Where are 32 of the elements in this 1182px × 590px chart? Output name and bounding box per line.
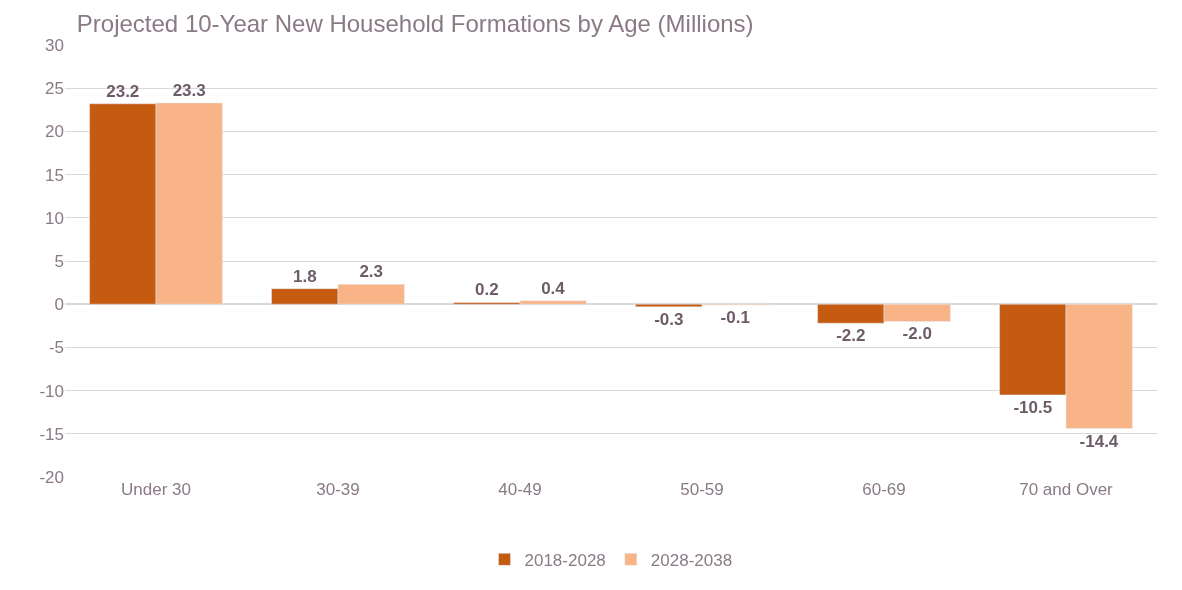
y-tick-label: 10 bbox=[45, 208, 64, 228]
y-tick-label: 5 bbox=[54, 251, 64, 271]
x-tick-label: 50-59 bbox=[680, 480, 724, 499]
data-label: 23.3 bbox=[172, 80, 206, 100]
legend-label: 2028-2038 bbox=[650, 550, 733, 570]
y-tick-label: 25 bbox=[45, 79, 64, 99]
y-tick-label: -5 bbox=[48, 338, 64, 358]
data-label: -2.2 bbox=[836, 326, 866, 346]
data-label: -2.0 bbox=[902, 324, 932, 344]
data-label: -14.4 bbox=[1079, 431, 1119, 451]
data-label: 2.3 bbox=[359, 262, 384, 282]
chart-title: Projected 10-Year New Household Formations by Age (Millions) bbox=[76, 9, 754, 37]
y-tick-label: -20 bbox=[39, 467, 64, 487]
legend-label: 2018-2028 bbox=[524, 550, 606, 570]
data-label: -0.1 bbox=[720, 308, 750, 328]
data-label: 0.4 bbox=[541, 278, 566, 298]
data-label: 1.8 bbox=[292, 266, 317, 286]
x-tick-label: 70 and Over bbox=[1019, 480, 1114, 499]
x-tick-label: Under 30 bbox=[121, 480, 191, 499]
x-tick-label: 60-69 bbox=[862, 480, 906, 499]
y-tick-label: 30 bbox=[45, 35, 64, 55]
y-tick-label: 0 bbox=[54, 295, 64, 315]
y-tick-label: 20 bbox=[45, 122, 64, 142]
data-label: 23.2 bbox=[106, 81, 140, 101]
x-tick-label: 40-49 bbox=[498, 480, 542, 499]
y-tick-label: 15 bbox=[45, 165, 64, 185]
y-tick-label: -15 bbox=[39, 424, 64, 444]
data-label: -0.3 bbox=[654, 309, 684, 329]
y-tick-label: -10 bbox=[39, 381, 64, 401]
x-tick-label: 30-39 bbox=[316, 480, 360, 499]
data-label: 0.2 bbox=[474, 280, 499, 300]
data-label: -10.5 bbox=[1013, 397, 1053, 417]
